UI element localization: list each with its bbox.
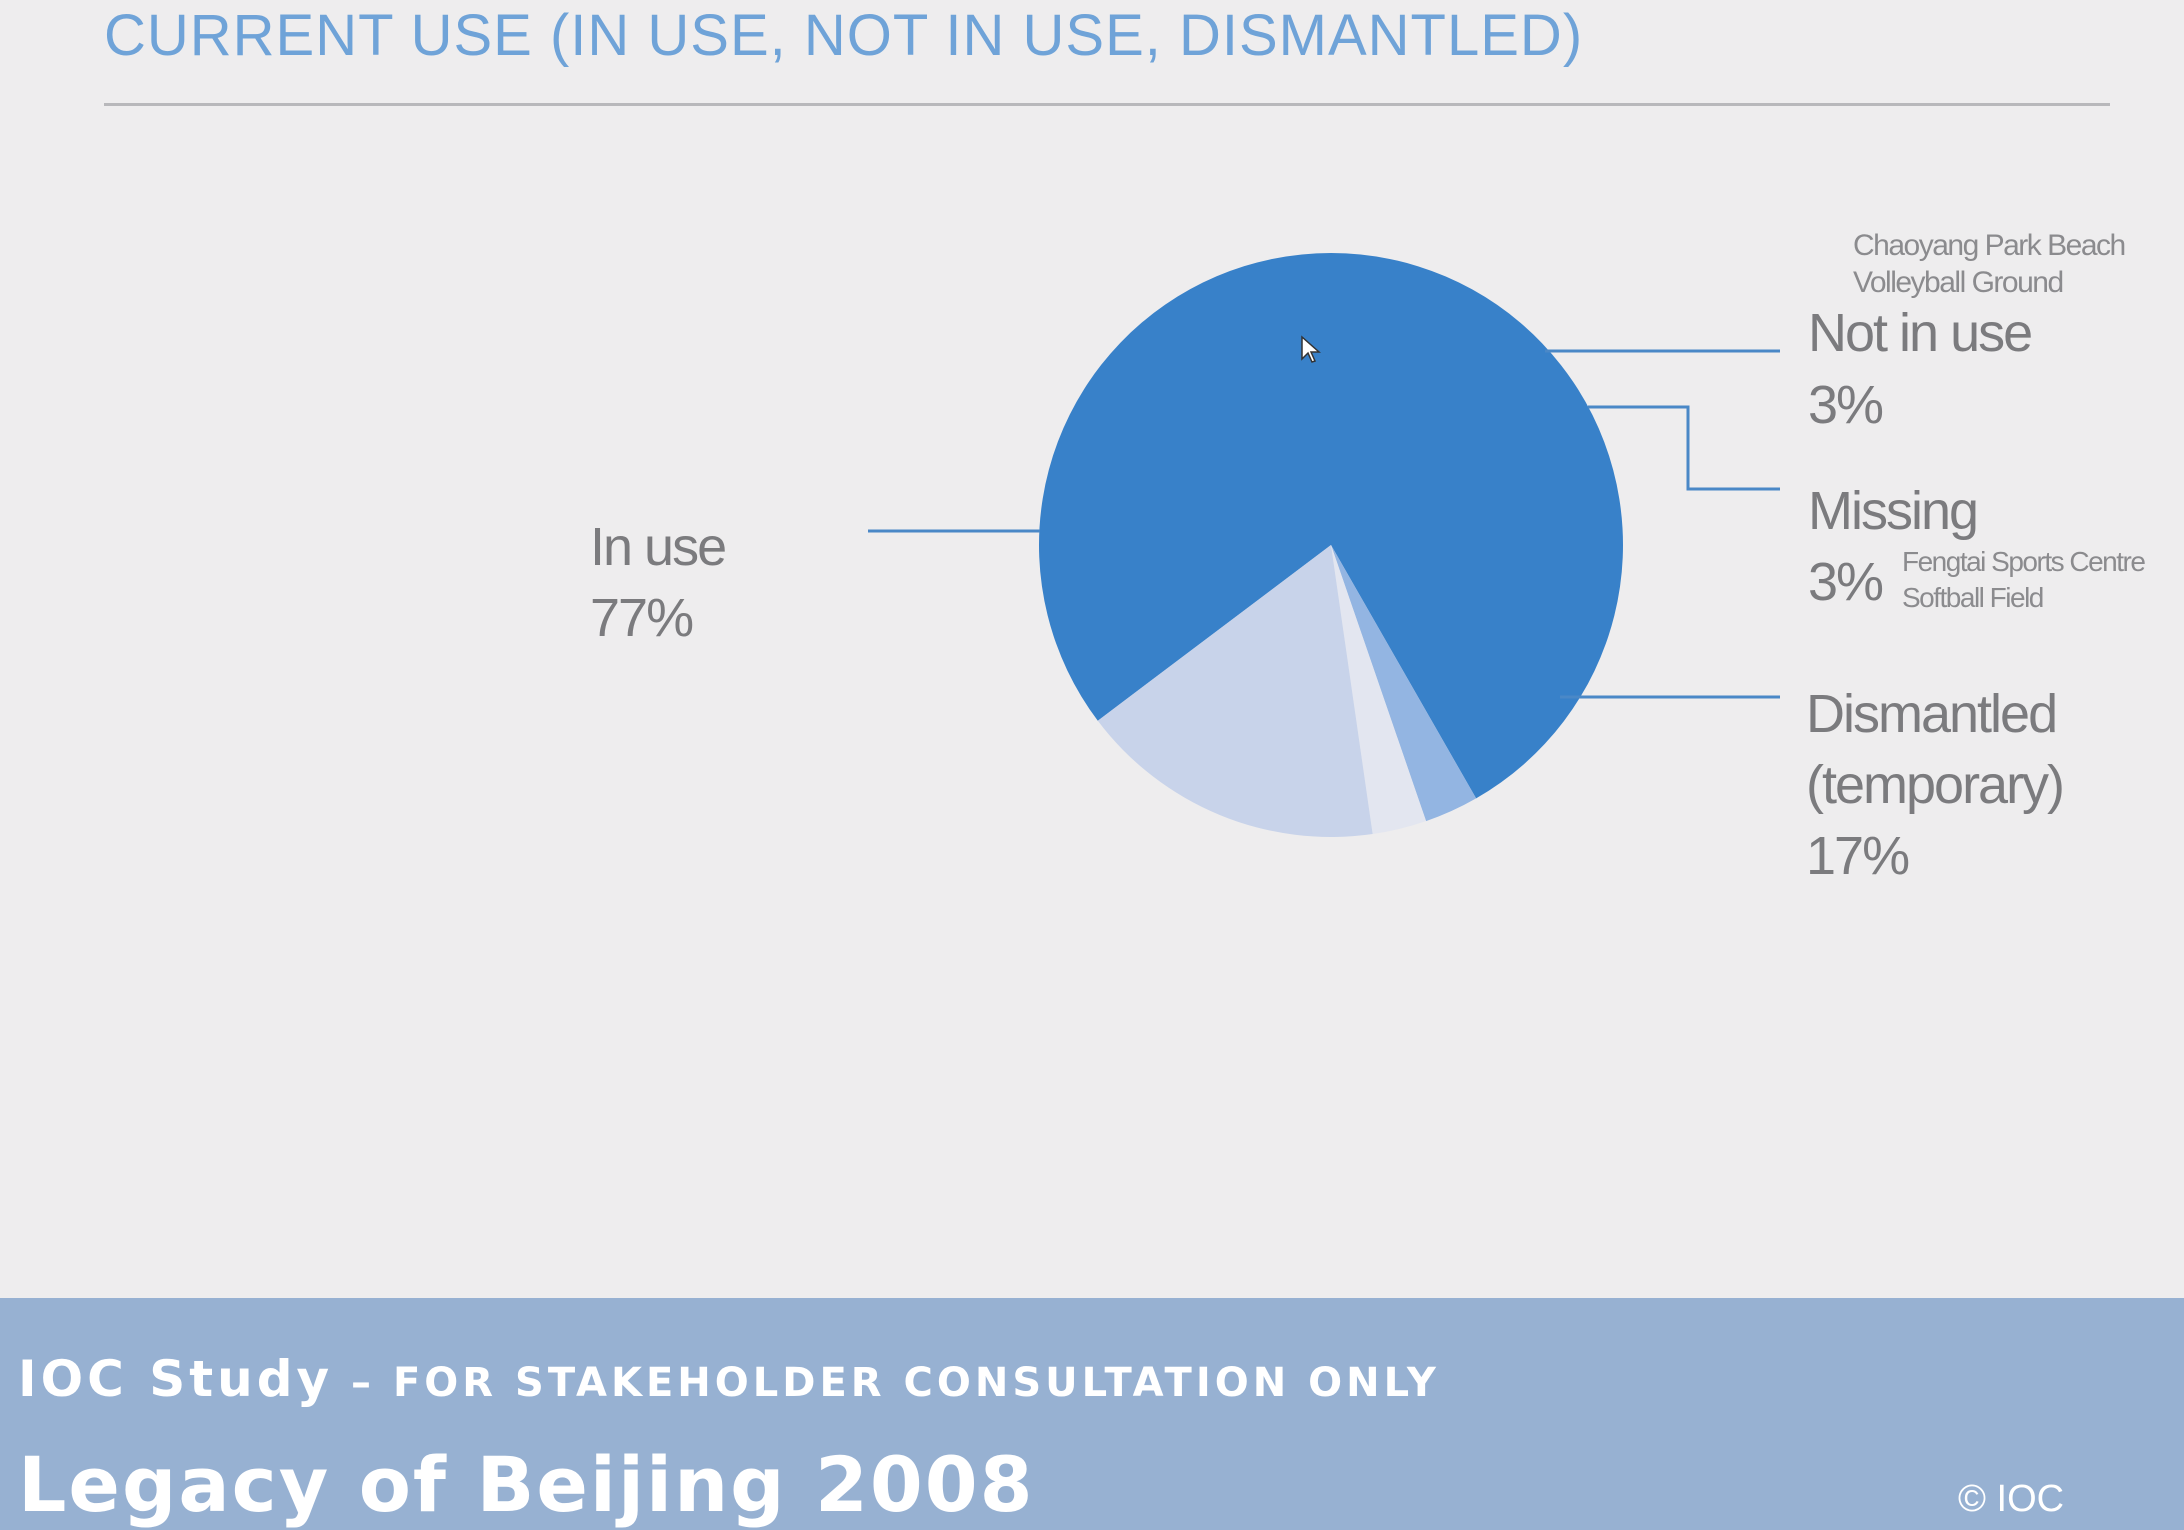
slice-note-missing: Softball Field bbox=[1902, 582, 2043, 613]
footer-copyright: © IOC bbox=[1958, 1478, 2065, 1520]
slice-value-not-in-use: 3% bbox=[1808, 375, 1883, 435]
pie-slice-not-in-use bbox=[1331, 545, 1477, 822]
slice-labels: In use 77% Chaoyang Park Beach Volleyball G… bbox=[590, 229, 2147, 886]
slice-label-missing: Missing bbox=[1808, 481, 1977, 541]
slice-note-missing: Fengtai Sports Centre bbox=[1902, 546, 2145, 577]
pie-slice-dismantled-temporary bbox=[1097, 545, 1373, 837]
footer-study-notice: IOC Study – for stakeholder consultation… bbox=[18, 1350, 1440, 1408]
title-divider bbox=[104, 103, 2110, 106]
slice-label-in-use: In use bbox=[590, 517, 725, 577]
footer-separator: – bbox=[333, 1360, 393, 1406]
slide-title: CURRENT USE (IN USE, NOT IN USE, DISMANT… bbox=[104, 3, 1584, 68]
pie-slice-missing bbox=[1331, 545, 1427, 835]
pie-slice-in-use bbox=[1039, 253, 1624, 799]
footer-legacy-title: Legacy of Beijing 2008 bbox=[18, 1440, 1035, 1529]
slice-value-in-use: 77% bbox=[590, 588, 693, 648]
leader-lines bbox=[868, 349, 1780, 699]
slice-value-dismantled: 17% bbox=[1806, 826, 1909, 886]
slice-value-missing: 3% bbox=[1808, 552, 1883, 612]
footer-study-rest: for stakeholder consultation only bbox=[392, 1360, 1440, 1406]
footer-banner: IOC Study – for stakeholder consultation… bbox=[0, 1298, 2184, 1530]
pie-slices bbox=[1039, 253, 1624, 837]
slice-label-not-in-use: Not in use bbox=[1808, 303, 2031, 363]
mouse-cursor-icon bbox=[1301, 335, 1321, 363]
leader-line-missing bbox=[1588, 405, 1780, 491]
slice-label-dismantled: (temporary) bbox=[1806, 755, 2063, 815]
slice-note-not-in-use: Volleyball Ground bbox=[1853, 266, 2063, 299]
slice-note-not-in-use: Chaoyang Park Beach bbox=[1853, 229, 2125, 262]
slice-label-dismantled: Dismantled bbox=[1806, 684, 2056, 744]
pie-chart: In use 77% Chaoyang Park Beach Volleyball G… bbox=[590, 229, 2147, 886]
footer-study-prefix: IOC Study bbox=[18, 1350, 334, 1408]
